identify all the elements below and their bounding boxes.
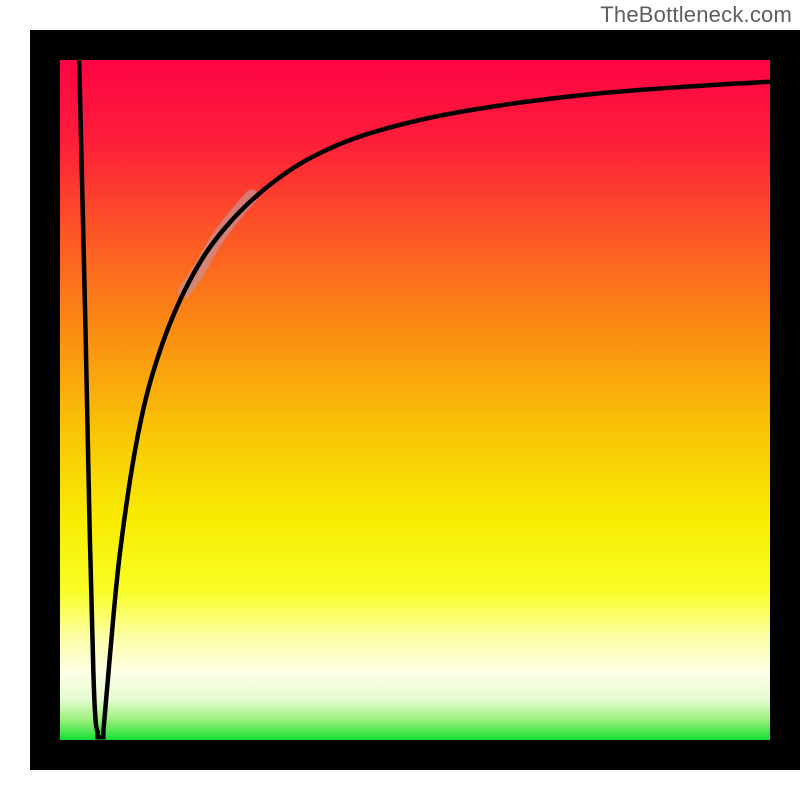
plot-background [60,60,770,740]
frame-left [30,30,60,770]
frame-bottom [30,740,800,770]
chart-svg [0,30,800,800]
frame-top [30,30,800,60]
watermark-text: TheBottleneck.com [600,2,792,28]
bottleneck-chart [0,30,800,800]
frame-right [770,30,800,770]
